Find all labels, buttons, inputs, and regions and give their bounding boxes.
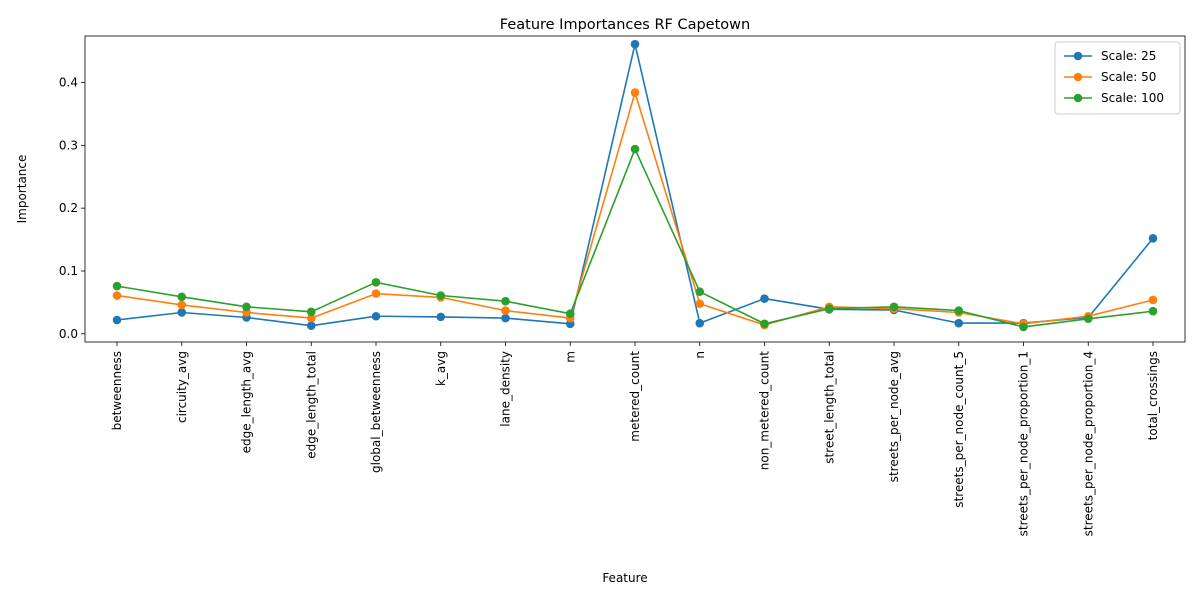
data-point: [306, 307, 316, 317]
data-point: [112, 281, 122, 291]
data-point: [177, 292, 187, 302]
x-tick-label: streets_per_node_avg: [887, 351, 901, 482]
x-tick-label: edge_length_avg: [240, 351, 254, 453]
x-tick-label: betweenness: [110, 351, 124, 430]
y-tick-label: 0.3: [59, 138, 78, 152]
data-point: [501, 296, 510, 306]
x-tick-label: non_metered_count: [758, 351, 772, 471]
legend-marker: [1073, 51, 1083, 61]
y-tick-label: 0.2: [59, 201, 78, 215]
data-point: [1148, 234, 1158, 243]
data-point: [889, 302, 899, 312]
data-point: [1083, 314, 1093, 324]
legend-marker: [1073, 72, 1083, 82]
legend-label: Scale: 100: [1101, 91, 1164, 105]
data-point: [1148, 306, 1158, 316]
data-point: [371, 311, 381, 321]
x-axis-title: Feature: [602, 571, 647, 585]
data-point: [565, 309, 575, 319]
data-point: [1019, 322, 1028, 332]
chart-title: Feature Importances RF Capetown: [500, 17, 750, 33]
data-point: [242, 302, 251, 312]
legend-label: Scale: 50: [1101, 70, 1156, 84]
y-tick-label: 0.4: [59, 75, 78, 89]
x-tick-label: total_crossings: [1146, 351, 1160, 440]
legend-marker: [1073, 93, 1083, 103]
data-point: [501, 313, 510, 323]
data-point: [306, 321, 316, 330]
data-point: [760, 294, 769, 303]
y-tick-label: 0.1: [59, 264, 78, 278]
data-point: [630, 88, 640, 97]
data-point: [177, 300, 187, 310]
data-point: [695, 299, 705, 308]
data-point: [695, 318, 705, 328]
x-tick-label: circuity_avg: [175, 351, 189, 423]
legend-label: Scale: 25: [1101, 49, 1156, 63]
data-point: [177, 308, 187, 317]
legend: Scale: 25 Scale: 50 Scale: 100: [1054, 41, 1181, 115]
plot-area: 0.0 0.1 0.2 0.3 0.4 betweenness circuity_avg ed…: [59, 35, 1186, 536]
y-axis-title: Importance: [15, 155, 29, 224]
data-point: [954, 306, 964, 315]
data-point: [371, 278, 381, 287]
series-line-1: [116, 43, 1154, 327]
x-tick-label: edge_length_total: [304, 351, 318, 459]
data-point: [695, 287, 705, 297]
series-line-2: [116, 91, 1154, 326]
x-tick-label: global_betweenness: [369, 351, 383, 473]
data-point: [436, 291, 446, 300]
data-point: [501, 306, 510, 315]
data-point: [630, 39, 640, 49]
x-tick-label: streets_per_node_proportion_4: [1081, 351, 1095, 536]
x-tick-label: m: [563, 351, 577, 363]
data-point: [306, 313, 316, 323]
y-tick-label: 0.0: [59, 327, 78, 341]
data-point: [112, 315, 122, 325]
x-tick-label: street_length_total: [822, 351, 836, 464]
x-tick-label: lane_density: [499, 351, 513, 427]
x-tick-label: k_avg: [434, 351, 448, 386]
legend-box: [1054, 41, 1181, 115]
series-line-3: [116, 148, 1154, 328]
data-point: [1148, 295, 1158, 305]
data-point: [630, 144, 640, 154]
plot-frame: [84, 35, 1186, 343]
x-tick-label: streets_per_node_count_5: [952, 351, 966, 508]
data-point: [824, 304, 834, 313]
data-point: [760, 319, 769, 329]
x-tick-label: streets_per_node_proportion_1: [1017, 351, 1031, 536]
x-tick-label: n: [693, 351, 707, 359]
x-tick-label: metered_count: [628, 351, 642, 442]
data-point: [112, 291, 122, 300]
data-point: [436, 312, 446, 322]
data-point: [954, 318, 964, 328]
data-point: [371, 289, 381, 298]
